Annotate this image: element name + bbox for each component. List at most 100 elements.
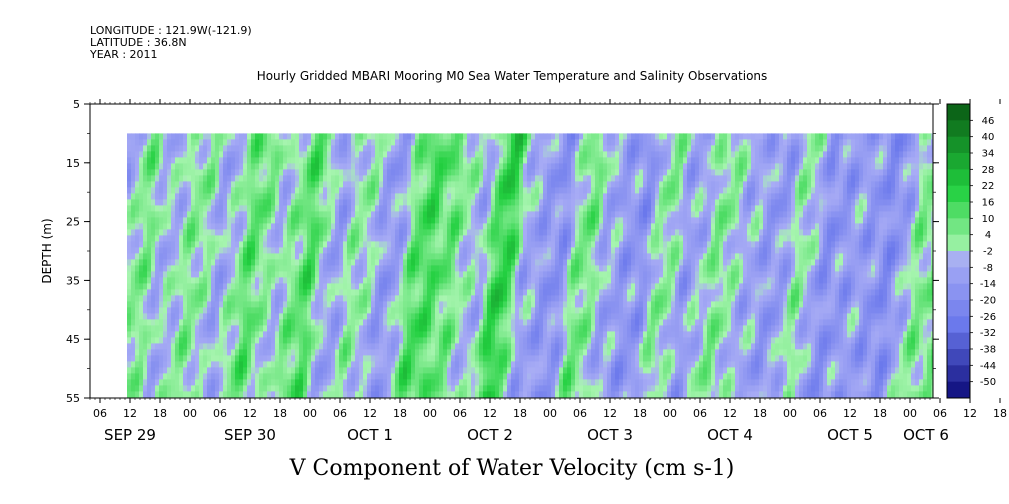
data-cell — [359, 133, 364, 140]
data-cell — [375, 217, 380, 224]
data-cell — [323, 151, 328, 158]
data-cell — [367, 235, 372, 242]
data-cell — [151, 301, 156, 308]
data-cell — [219, 247, 224, 254]
data-cell — [307, 175, 312, 182]
data-cell — [479, 217, 484, 224]
data-cell — [451, 277, 456, 284]
data-cell — [239, 367, 244, 374]
data-cell — [507, 391, 512, 398]
data-cell — [383, 229, 388, 236]
data-cell — [243, 181, 248, 188]
data-cell — [303, 349, 308, 356]
data-cell — [487, 133, 492, 140]
data-cell — [315, 211, 320, 218]
data-cell — [199, 253, 204, 260]
data-cell — [391, 265, 396, 272]
data-cell — [379, 241, 384, 248]
data-cell — [271, 205, 276, 212]
data-cell — [135, 187, 140, 194]
data-cell — [443, 229, 448, 236]
data-cell — [323, 277, 328, 284]
data-cell — [495, 241, 500, 248]
data-cell — [499, 277, 504, 284]
data-cell — [391, 295, 396, 302]
data-cell — [519, 205, 524, 212]
data-cell — [199, 229, 204, 236]
data-cell — [407, 313, 412, 320]
data-cell — [379, 319, 384, 326]
data-cell — [303, 361, 308, 368]
data-cell — [139, 181, 144, 188]
data-cell — [475, 181, 480, 188]
data-cell — [239, 193, 244, 200]
data-cell — [543, 367, 548, 374]
data-cell — [419, 175, 424, 182]
data-cell — [263, 379, 268, 386]
data-cell — [459, 283, 464, 290]
data-cell — [183, 373, 188, 380]
data-cell — [427, 379, 432, 386]
data-cell — [435, 193, 440, 200]
data-cell — [459, 391, 464, 398]
data-cell — [447, 229, 452, 236]
data-cell — [287, 145, 292, 152]
data-cell — [287, 391, 292, 398]
data-cell — [263, 253, 268, 260]
data-cell — [531, 307, 536, 314]
data-cell — [215, 391, 220, 398]
data-cell — [539, 355, 544, 362]
data-cell — [479, 175, 484, 182]
data-cell — [167, 259, 172, 266]
data-cell — [363, 271, 368, 278]
data-cell — [243, 163, 248, 170]
data-cell — [263, 181, 268, 188]
data-cell — [303, 187, 308, 194]
data-cell — [315, 175, 320, 182]
data-cell — [515, 229, 520, 236]
data-cell — [395, 331, 400, 338]
data-cell — [355, 187, 360, 194]
data-cell — [395, 391, 400, 398]
data-cell — [175, 265, 180, 272]
data-cell — [247, 211, 252, 218]
data-cell — [163, 385, 168, 392]
data-cell — [175, 319, 180, 326]
data-cell — [447, 193, 452, 200]
data-cell — [471, 283, 476, 290]
data-cell — [131, 223, 136, 230]
data-cell — [207, 331, 212, 338]
data-cell — [127, 289, 132, 296]
data-cell — [267, 331, 272, 338]
data-cell — [483, 175, 488, 182]
data-cell — [527, 133, 532, 140]
data-cell — [403, 181, 408, 188]
data-cell — [479, 169, 484, 176]
data-cell — [527, 343, 532, 350]
data-cell — [563, 223, 568, 230]
data-cell — [323, 241, 328, 248]
data-cell — [223, 385, 228, 392]
data-cell — [191, 337, 196, 344]
data-cell — [215, 379, 220, 386]
data-cell — [179, 391, 184, 398]
data-cell — [259, 181, 264, 188]
data-cell — [211, 187, 216, 194]
data-cell — [167, 205, 172, 212]
data-cell — [247, 235, 252, 242]
data-cell — [447, 187, 452, 194]
data-cell — [155, 181, 160, 188]
data-cell — [211, 277, 216, 284]
data-cell — [299, 343, 304, 350]
data-cell — [347, 253, 352, 260]
data-cell — [427, 199, 432, 206]
data-cell — [167, 157, 172, 164]
data-cell — [411, 187, 416, 194]
data-cell — [387, 145, 392, 152]
data-cell — [323, 313, 328, 320]
data-cell — [555, 235, 560, 242]
data-cell — [191, 355, 196, 362]
data-cell — [423, 253, 428, 260]
data-cell — [263, 295, 268, 302]
data-cell — [363, 349, 368, 356]
